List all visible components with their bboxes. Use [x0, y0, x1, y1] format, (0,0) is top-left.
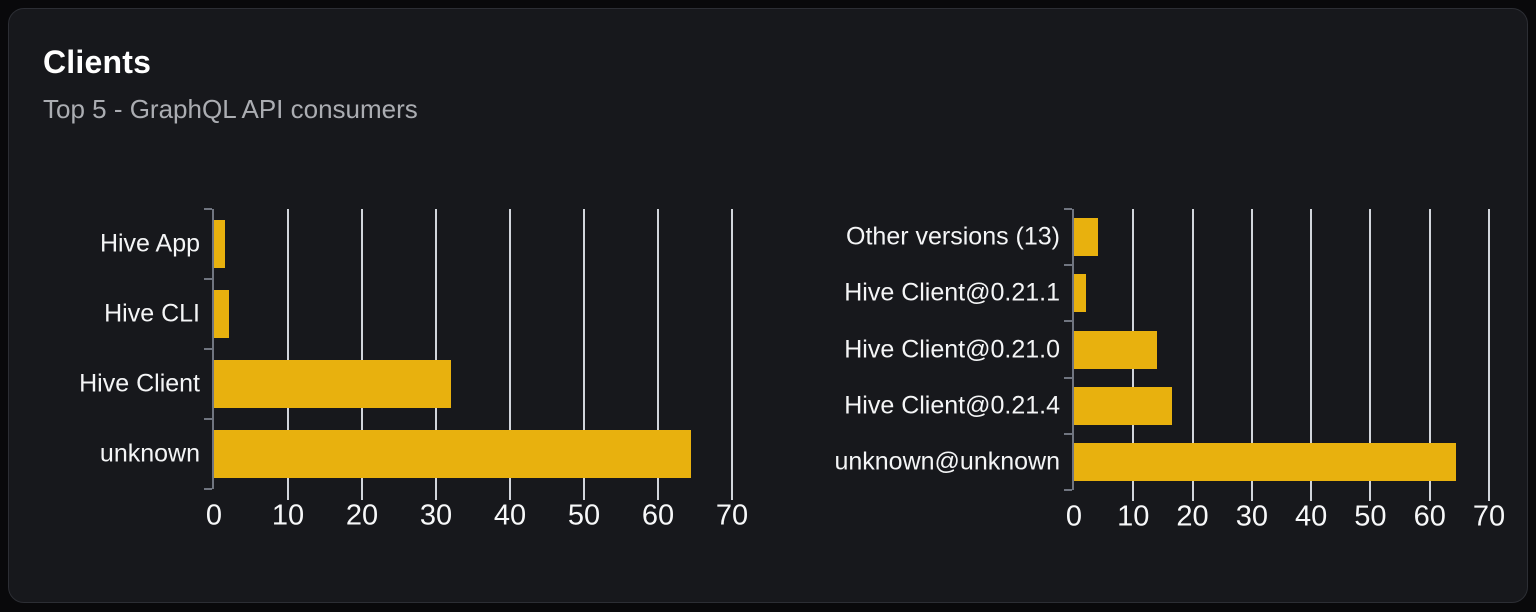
x-tick-label: 30 — [1235, 500, 1268, 533]
gridline — [1250, 209, 1253, 501]
x-tick-label: 60 — [641, 499, 675, 532]
x-tick-label: 50 — [567, 499, 601, 532]
x-tick-label: 10 — [271, 499, 305, 532]
bar[interactable] — [1074, 218, 1098, 257]
category-label: Hive App — [99, 229, 200, 258]
category-label: Hive Client@0.21.4 — [844, 391, 1060, 420]
gridline — [287, 209, 289, 500]
gridline — [1428, 209, 1431, 501]
category-label: Other versions (13) — [846, 222, 1060, 251]
x-tick-label: 0 — [205, 499, 223, 532]
x-tick-label: 10 — [1117, 500, 1150, 533]
y-axis-tick — [1064, 264, 1072, 267]
category-label: Hive Client — [79, 369, 200, 398]
gridline — [1369, 209, 1372, 501]
y-axis-tick — [204, 208, 212, 210]
card-title: Clients — [43, 44, 152, 80]
gridline — [731, 209, 733, 500]
y-axis-tick — [1064, 376, 1072, 379]
bar[interactable] — [1074, 442, 1457, 481]
gridline — [509, 209, 511, 500]
gridline — [361, 209, 363, 500]
gridline — [657, 209, 659, 500]
bar[interactable] — [214, 360, 451, 408]
gridline — [435, 209, 437, 500]
y-axis-tick — [204, 278, 212, 280]
x-tick-label: 60 — [1413, 500, 1446, 533]
x-tick-label: 40 — [493, 499, 527, 532]
y-axis-tick — [1064, 208, 1072, 210]
gridline — [583, 209, 585, 500]
x-tick-label: 50 — [1354, 500, 1387, 533]
x-tick-label: 20 — [1176, 500, 1209, 533]
y-axis-tick — [1064, 320, 1072, 323]
bar[interactable] — [1074, 274, 1086, 313]
y-axis-tick — [1064, 489, 1072, 491]
x-tick-label: 0 — [1065, 500, 1083, 533]
category-label: unknown — [99, 439, 200, 468]
y-axis-line — [1072, 209, 1074, 490]
y-axis-tick — [1064, 432, 1072, 435]
card-subtitle: Top 5 - GraphQL API consumers — [43, 94, 418, 124]
bar[interactable] — [214, 220, 226, 268]
category-label: unknown@unknown — [834, 447, 1060, 476]
bar[interactable] — [214, 430, 692, 478]
y-axis-line — [212, 209, 214, 489]
x-tick-label: 20 — [345, 499, 379, 532]
y-axis-tick — [204, 418, 212, 420]
x-tick-label: 30 — [419, 499, 453, 532]
gridline — [1191, 209, 1194, 501]
gridline — [1310, 209, 1313, 501]
x-tick-label: 40 — [1295, 500, 1328, 533]
gridline — [1488, 209, 1490, 501]
category-label: Hive Client@0.21.0 — [844, 335, 1060, 363]
y-axis-tick — [204, 348, 212, 350]
bar[interactable] — [1074, 330, 1157, 369]
x-tick-label: 70 — [1472, 500, 1506, 533]
bar[interactable] — [214, 290, 229, 338]
category-label: Hive CLI — [104, 299, 200, 328]
bar[interactable] — [1074, 386, 1172, 425]
y-axis-tick — [204, 488, 212, 490]
clients-card — [8, 8, 1528, 603]
category-label: Hive Client@0.21.1 — [844, 278, 1060, 307]
x-tick-label: 70 — [715, 499, 749, 532]
